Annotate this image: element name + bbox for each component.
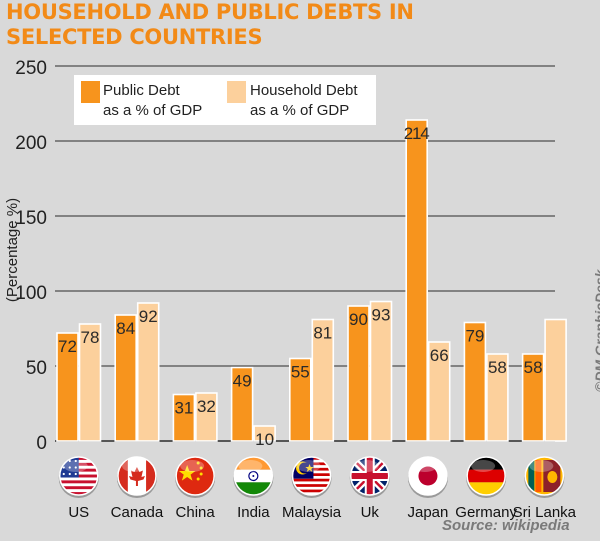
chart-title-line-2: SELECTED COUNTRIES	[6, 25, 263, 49]
y-tick-label-150: 150	[15, 208, 47, 229]
india-flag-icon	[233, 456, 274, 498]
category-label-uk: Uk	[361, 504, 380, 521]
category-labels: US Canada China India Malaysia Uk Japan Germany…	[68, 504, 576, 521]
category-label-india: India	[237, 504, 270, 521]
legend-swatch-1	[81, 81, 100, 103]
sri-lanka-flag-icon	[524, 456, 565, 498]
watermark: ©DM GraphicDesk	[592, 269, 600, 392]
value-label-uk-series-1: 90	[349, 310, 368, 329]
bar-germany-series-1	[463, 321, 487, 442]
value-label-china-series-2: 32	[197, 397, 216, 416]
china-flag-icon	[175, 456, 216, 498]
value-label-germany-series-1: 79	[465, 327, 484, 346]
bar-uk-series-1	[347, 305, 370, 442]
legend-label-2-line-2: as a % of GDP	[250, 102, 349, 119]
value-label-malaysia-series-1: 55	[291, 363, 310, 382]
value-label-us-series-1: 72	[58, 337, 77, 356]
uk-flag-icon	[349, 456, 390, 498]
bar-sri-lanka-series-2	[544, 318, 567, 442]
y-axis-ticks: 0 50 100 150 200 250	[15, 58, 47, 454]
value-label-india-series-2: 10	[255, 430, 274, 449]
legend-box	[74, 75, 376, 125]
us-flag-icon	[58, 456, 99, 498]
bar-india-series-1	[230, 366, 254, 442]
y-axis-label: (Percentage %)	[4, 198, 21, 302]
category-label-germany: Germany	[455, 504, 517, 521]
category-label-sri-lanka: Sri Lanka	[513, 504, 577, 521]
value-label-japan-series-2: 66	[430, 346, 449, 365]
bar-us-series-2	[78, 323, 102, 442]
bar-germany-series-2	[486, 353, 509, 442]
bar-china-series-1	[172, 393, 196, 442]
value-label-uk-series-2: 93	[372, 306, 391, 325]
legend-label-2-line-1: Household Debt	[250, 82, 358, 99]
chart-title: HOUSEHOLD AND PUBLIC DEBTS IN SELECTED C…	[6, 0, 414, 50]
value-label-india-series-1: 49	[233, 372, 252, 391]
source-note: Source: wikipedia	[442, 517, 570, 534]
value-label-malaysia-series-2: 81	[313, 324, 332, 343]
category-label-us: US	[68, 504, 89, 521]
malaysia-flag-icon	[291, 456, 332, 498]
value-label-japan-series-1: 214	[404, 124, 430, 143]
bar-malaysia-series-1	[288, 357, 312, 442]
japan-flag-icon	[407, 456, 448, 498]
bar-japan-series-2	[427, 341, 451, 442]
value-label-canada-series-2: 92	[139, 307, 158, 326]
legend-label-1-line-1: Public Debt	[103, 82, 181, 99]
value-label-sri-lanka-series-1: 58	[524, 358, 543, 377]
bar-canada-series-2	[136, 302, 160, 442]
value-label-us-series-2: 78	[81, 328, 100, 347]
category-label-china: China	[176, 504, 216, 521]
flags	[58, 456, 565, 498]
bar-india-series-2	[253, 425, 276, 442]
bar-us-series-1	[56, 332, 79, 442]
y-tick-label-100: 100	[15, 283, 47, 304]
bar-japan-series-1	[405, 119, 429, 442]
y-tick-label-0: 0	[36, 433, 47, 454]
category-label-canada: Canada	[111, 504, 164, 521]
value-label-germany-series-2: 58	[488, 358, 507, 377]
canada-flag-icon	[116, 456, 157, 498]
bar-china-series-2	[195, 392, 218, 442]
category-label-japan: Japan	[408, 504, 449, 521]
legend-label-1-line-2: as a % of GDP	[103, 102, 202, 119]
value-label-canada-series-1: 84	[116, 319, 135, 338]
y-tick-label-250: 250	[15, 58, 47, 79]
bar-canada-series-1	[114, 314, 137, 442]
legend: Public Debt as a % of GDP Household Debt as…	[74, 75, 376, 125]
bar-malaysia-series-2	[311, 318, 335, 442]
category-label-malaysia: Malaysia	[282, 504, 342, 521]
y-tick-label-50: 50	[26, 358, 47, 379]
bar-sri-lanka-series-1	[521, 353, 545, 442]
value-label-china-series-1: 31	[174, 399, 193, 418]
germany-flag-icon	[466, 456, 507, 498]
bar-uk-series-2	[369, 300, 393, 442]
legend-swatch-2	[227, 81, 246, 103]
y-tick-label-200: 200	[15, 133, 47, 154]
chart-title-line-1: HOUSEHOLD AND PUBLIC DEBTS IN	[6, 0, 414, 24]
